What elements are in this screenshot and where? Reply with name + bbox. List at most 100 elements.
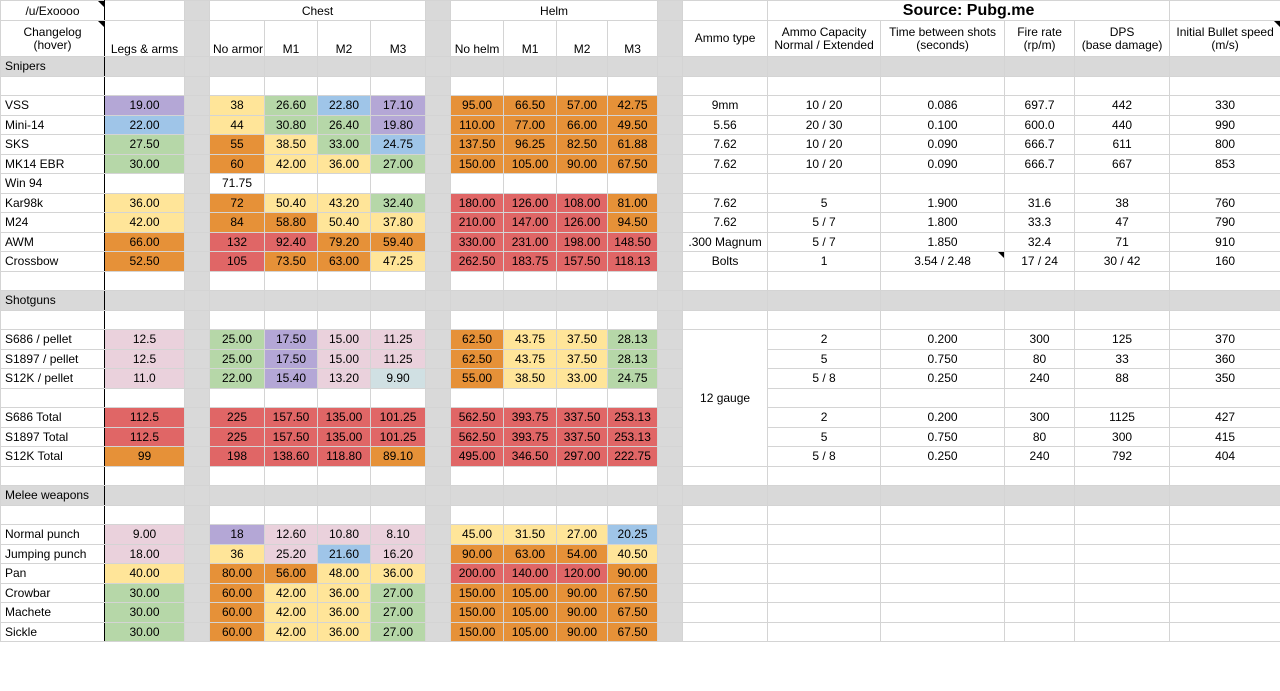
- helm-no-helm-damage[interactable]: 45.00: [450, 524, 505, 545]
- bullet-speed[interactable]: 790: [1169, 212, 1280, 233]
- helm-m2-damage[interactable]: 82.50: [556, 134, 609, 155]
- bullet-speed[interactable]: 990: [1169, 114, 1280, 135]
- chest-m1-damage[interactable]: 42.00: [264, 621, 318, 642]
- chest-m1-damage[interactable]: 42.00: [264, 582, 318, 603]
- helm-m1-damage[interactable]: 393.75: [503, 426, 558, 447]
- empty-cell[interactable]: [682, 621, 769, 642]
- ammo-type[interactable]: Bolts: [682, 251, 769, 272]
- helm-m3-header[interactable]: M3: [607, 20, 659, 57]
- helm-m2-damage[interactable]: 120.00: [556, 563, 609, 584]
- section-fill-cell[interactable]: [503, 485, 558, 506]
- ammo-type[interactable]: 7.62: [682, 192, 769, 213]
- helm-m3-damage[interactable]: 20.25: [607, 524, 659, 545]
- empty-cell[interactable]: [104, 309, 185, 330]
- fire-rate[interactable]: 31.6: [1004, 192, 1076, 213]
- dps[interactable]: 33: [1074, 348, 1171, 369]
- legs-arms-damage[interactable]: 40.00: [104, 563, 185, 584]
- chest-m3-damage[interactable]: 101.25: [369, 407, 427, 428]
- chest-m2-damage[interactable]: 118.80: [317, 446, 371, 467]
- helm-m2-damage[interactable]: 90.00: [556, 153, 609, 174]
- empty-cell[interactable]: [767, 524, 882, 545]
- ammo-capacity[interactable]: 2: [767, 329, 882, 350]
- helm-m2-damage[interactable]: 37.50: [556, 348, 609, 369]
- empty-cell[interactable]: [369, 465, 427, 486]
- empty-cell[interactable]: [880, 309, 1006, 330]
- section-fill-cell[interactable]: [104, 290, 185, 311]
- chest-no-armor-damage[interactable]: 71.75: [209, 173, 265, 194]
- section-label-shotguns[interactable]: Shotguns: [0, 290, 105, 311]
- chest-m1-damage[interactable]: [264, 173, 318, 194]
- empty-cell[interactable]: [682, 582, 769, 603]
- chest-m1-damage[interactable]: 15.40: [264, 368, 318, 389]
- empty-cell[interactable]: [556, 309, 609, 330]
- empty-cell[interactable]: [1074, 309, 1171, 330]
- section-fill-cell[interactable]: [556, 485, 609, 506]
- empty-cell[interactable]: [0, 309, 105, 330]
- empty-cell[interactable]: [1004, 387, 1076, 408]
- section-fill-cell[interactable]: [264, 485, 318, 506]
- empty-cell[interactable]: [450, 465, 505, 486]
- chest-m2-damage[interactable]: 135.00: [317, 407, 371, 428]
- chest-m1-damage[interactable]: 56.00: [264, 563, 318, 584]
- chest-m1-damage[interactable]: 38.50: [264, 134, 318, 155]
- empty-cell[interactable]: [556, 270, 609, 291]
- empty-cell[interactable]: [450, 75, 505, 96]
- section-fill-cell[interactable]: [1074, 290, 1171, 311]
- empty-cell[interactable]: [556, 387, 609, 408]
- helm-m2-damage[interactable]: 108.00: [556, 192, 609, 213]
- empty-cell[interactable]: [607, 465, 659, 486]
- helm-no-helm-damage[interactable]: 110.00: [450, 114, 505, 135]
- helm-no-helm-damage[interactable]: 62.50: [450, 348, 505, 369]
- chest-m1-damage[interactable]: 17.50: [264, 329, 318, 350]
- dps-header[interactable]: DPS (base damage): [1074, 20, 1171, 57]
- helm-no-helm-damage[interactable]: 90.00: [450, 543, 505, 564]
- chest-m3-damage[interactable]: 9.90: [369, 368, 427, 389]
- helm-m1-damage[interactable]: 105.00: [503, 153, 558, 174]
- helm-m2-damage[interactable]: 33.00: [556, 368, 609, 389]
- weapon-name[interactable]: M24: [0, 212, 105, 233]
- empty-cell[interactable]: [1004, 563, 1076, 584]
- fire-rate[interactable]: [1004, 173, 1076, 194]
- helm-m3-damage[interactable]: 67.50: [607, 621, 659, 642]
- legs-arms-damage[interactable]: [104, 173, 185, 194]
- section-fill-cell[interactable]: [1169, 485, 1280, 506]
- helm-no-helm-damage[interactable]: 210.00: [450, 212, 505, 233]
- chest-m2-damage[interactable]: 15.00: [317, 329, 371, 350]
- section-fill-cell[interactable]: [556, 290, 609, 311]
- empty-cell[interactable]: [209, 270, 265, 291]
- empty-cell[interactable]: [1169, 621, 1280, 642]
- weapon-name[interactable]: MK14 EBR: [0, 153, 105, 174]
- empty-cell[interactable]: [369, 387, 427, 408]
- helm-no-helm-damage[interactable]: 180.00: [450, 192, 505, 213]
- chest-no-armor-damage[interactable]: 72: [209, 192, 265, 213]
- dps[interactable]: 1125: [1074, 407, 1171, 428]
- section-fill-cell[interactable]: [682, 290, 769, 311]
- section-fill-cell[interactable]: [369, 485, 427, 506]
- empty-cell[interactable]: [682, 75, 769, 96]
- section-fill-cell[interactable]: [450, 485, 505, 506]
- empty-cell[interactable]: [880, 543, 1006, 564]
- section-fill-cell[interactable]: [264, 56, 318, 77]
- section-fill-cell[interactable]: [369, 56, 427, 77]
- helm-no-helm-damage[interactable]: 150.00: [450, 602, 505, 623]
- helm-no-helm-damage[interactable]: 495.00: [450, 446, 505, 467]
- empty-cell[interactable]: [1004, 524, 1076, 545]
- chest-m1-damage[interactable]: 157.50: [264, 426, 318, 447]
- empty-cell[interactable]: [209, 504, 265, 525]
- empty-cell[interactable]: [1004, 621, 1076, 642]
- ammo-type-merged[interactable]: 12 gauge: [682, 329, 769, 467]
- helm-m1-damage[interactable]: 43.75: [503, 348, 558, 369]
- empty-cell[interactable]: [104, 387, 185, 408]
- empty-cell[interactable]: [1169, 602, 1280, 623]
- section-label-snipers[interactable]: Snipers: [0, 56, 105, 77]
- dps[interactable]: 611: [1074, 134, 1171, 155]
- legs-arms-damage[interactable]: 36.00: [104, 192, 185, 213]
- ammo-capacity[interactable]: 5 / 7: [767, 231, 882, 252]
- empty-cell[interactable]: [880, 75, 1006, 96]
- bullet-speed[interactable]: 800: [1169, 134, 1280, 155]
- chest-m2-header[interactable]: M2: [317, 20, 371, 57]
- empty-cell[interactable]: [767, 543, 882, 564]
- dps[interactable]: 440: [1074, 114, 1171, 135]
- time-between-shots[interactable]: 0.200: [880, 407, 1006, 428]
- chest-m2-damage[interactable]: 36.00: [317, 582, 371, 603]
